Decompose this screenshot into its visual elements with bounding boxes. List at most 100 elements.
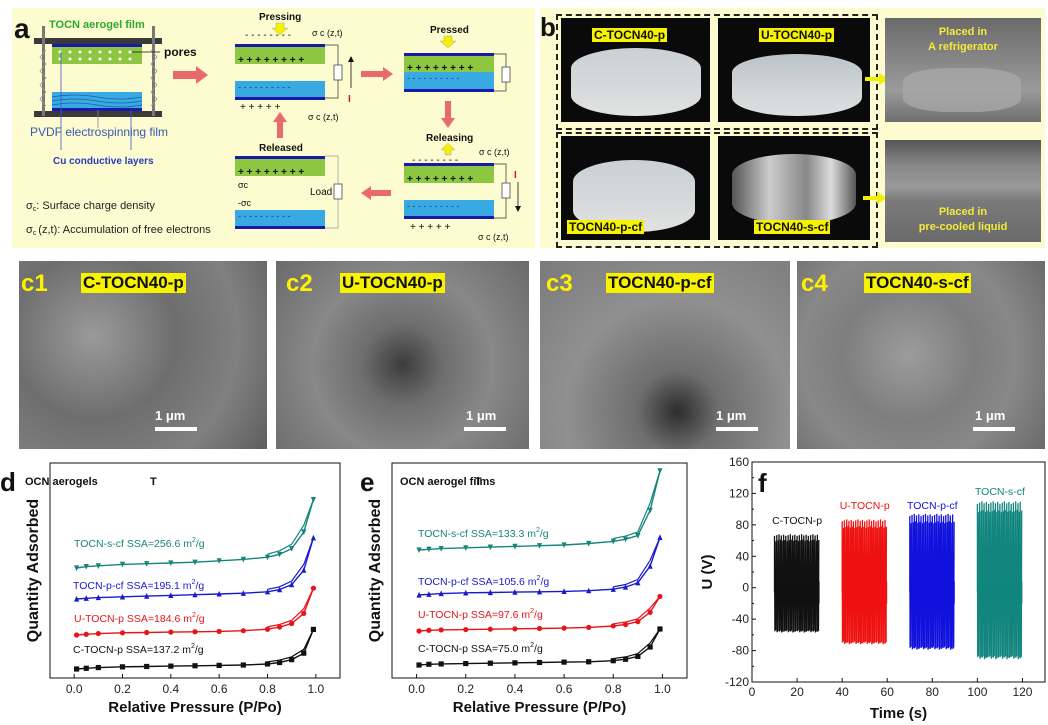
series-line-desorption [613, 596, 661, 625]
photo-tocn40-s-cf: TOCN40-s-cf [718, 136, 870, 240]
legend-sigmazt-line: σc (z,t): Accumulation of free electrons [26, 224, 211, 237]
data-point [622, 656, 629, 662]
photo-group-top [556, 14, 878, 130]
result-text: Placed in [938, 26, 988, 38]
y-tick-label: 120 [729, 486, 749, 500]
y-axis-label: U (V) [700, 555, 716, 590]
data-point [192, 591, 198, 598]
data-point [610, 586, 616, 592]
data-point [610, 658, 616, 664]
data-point [487, 660, 493, 666]
x-tick-label: 0 [749, 685, 756, 699]
data-point [310, 534, 317, 541]
svg-text:- - - - - - - - - -: - - - - - - - - - - [407, 201, 459, 211]
photo-c-tocn40-p: C-TOCN40-p [561, 18, 710, 122]
sem-panel-label: c4 [801, 270, 828, 297]
data-point [657, 626, 663, 632]
arrow-right-icon [879, 73, 889, 85]
data-point [144, 629, 150, 636]
data-point [216, 628, 222, 634]
data-point [310, 626, 317, 632]
data-point [73, 666, 80, 672]
data-point [83, 665, 89, 671]
panel-label: e [360, 467, 374, 497]
scale-bar-label: 1 μm [466, 408, 497, 423]
x-tick-label: 120 [1012, 685, 1032, 699]
sem-title: TOCN40-p-cf [606, 273, 714, 293]
data-point [426, 661, 432, 667]
series-label: TOCN-s-cf SSA=133.3 m2/g [418, 527, 549, 540]
photo-group-bottom [556, 132, 878, 248]
x-tick-label: 0.6 [211, 682, 228, 696]
chart-title: TOCN aerogel films [400, 476, 495, 488]
y-axis-label: Quantity Adsorbed [25, 499, 42, 642]
data-point [647, 644, 653, 650]
sem-image-c4: c4 TOCN40-s-cf 1 μm [797, 261, 1045, 449]
y-tick-label: -120 [725, 675, 749, 689]
stage-released: Released + + + + + + + + σc -σc - - - - … [235, 112, 343, 229]
data-point [240, 628, 246, 634]
svg-text:Pressing: Pressing [259, 12, 301, 23]
data-point [536, 625, 543, 632]
x-tick-label: 1.0 [307, 682, 324, 696]
data-point [622, 536, 629, 543]
series-line-desorption [613, 470, 661, 540]
data-point [561, 588, 567, 594]
result-precooled: Placed in pre-cooled liquid [885, 140, 1041, 242]
data-point [586, 659, 592, 665]
data-point [487, 626, 493, 632]
svg-text:Releasing: Releasing [426, 133, 473, 144]
scale-bar [155, 427, 197, 431]
data-point [301, 567, 307, 573]
svg-text:+ + + + + + + +: + + + + + + + + [407, 63, 473, 74]
sem-panel-label: c2 [286, 270, 313, 297]
device-schematic [34, 26, 162, 150]
scale-bar-label: 1 μm [716, 408, 747, 423]
data-point [119, 630, 126, 636]
sem-panel-label: c1 [21, 270, 48, 297]
data-point [144, 663, 150, 670]
x-tick-label: 0.8 [605, 682, 622, 696]
x-tick-label: 60 [881, 685, 895, 699]
data-point [438, 590, 444, 597]
data-point [216, 662, 222, 668]
data-point [416, 628, 422, 634]
data-point [264, 626, 271, 632]
data-point [289, 581, 295, 588]
svg-text:+ + + + +: + + + + + [240, 102, 280, 113]
data-point [586, 587, 592, 594]
data-point [289, 545, 295, 552]
data-point [416, 662, 422, 668]
data-point [487, 589, 493, 596]
panel-label: f [758, 468, 767, 498]
data-point [168, 629, 174, 635]
result-text: A refrigerator [928, 41, 998, 53]
arrow-right-icon [877, 192, 887, 204]
sem-title: C-TOCN40-p [81, 273, 186, 293]
series-line-desorption [267, 629, 314, 663]
stage-pressed: Pressed + + + + + + + + - - - - - - - - … [404, 25, 511, 92]
data-point [657, 534, 663, 540]
sem-image-c2: c2 U-TOCN40-p 1 μm [276, 261, 529, 449]
x-tick-label: 0.4 [507, 682, 524, 696]
data-point [647, 563, 653, 569]
svg-text:- - - - - - - -: - - - - - - - - [412, 155, 458, 166]
svg-text:- - - - - - - -: - - - - - - - - [245, 30, 291, 41]
legend-sigma-line: σc: Surface charge density [26, 200, 155, 213]
svg-text:-σc: -σc [238, 198, 252, 208]
data-point [144, 561, 150, 567]
scale-bar [973, 427, 1015, 431]
sem-image-c3: c3 TOCN40-p-cf 1 μm [540, 261, 790, 449]
voltage-baseline-band [774, 581, 820, 604]
data-point [426, 591, 432, 597]
data-point [463, 589, 469, 596]
series-label: C-TOCN-p [772, 515, 822, 527]
data-point [192, 629, 198, 635]
data-point [276, 586, 283, 593]
svg-text:σ c (z,t): σ c (z,t) [478, 232, 509, 242]
y-tick-label: -40 [732, 612, 750, 626]
voltage-trace [773, 534, 820, 633]
series-label: TOCN-p-cf [907, 500, 958, 512]
arrow-down-icon [441, 101, 455, 128]
chart-e: 0.0 0.2 0.4 0.6 0.8 1.0 Relative Pressure (P/P… [360, 462, 688, 716]
